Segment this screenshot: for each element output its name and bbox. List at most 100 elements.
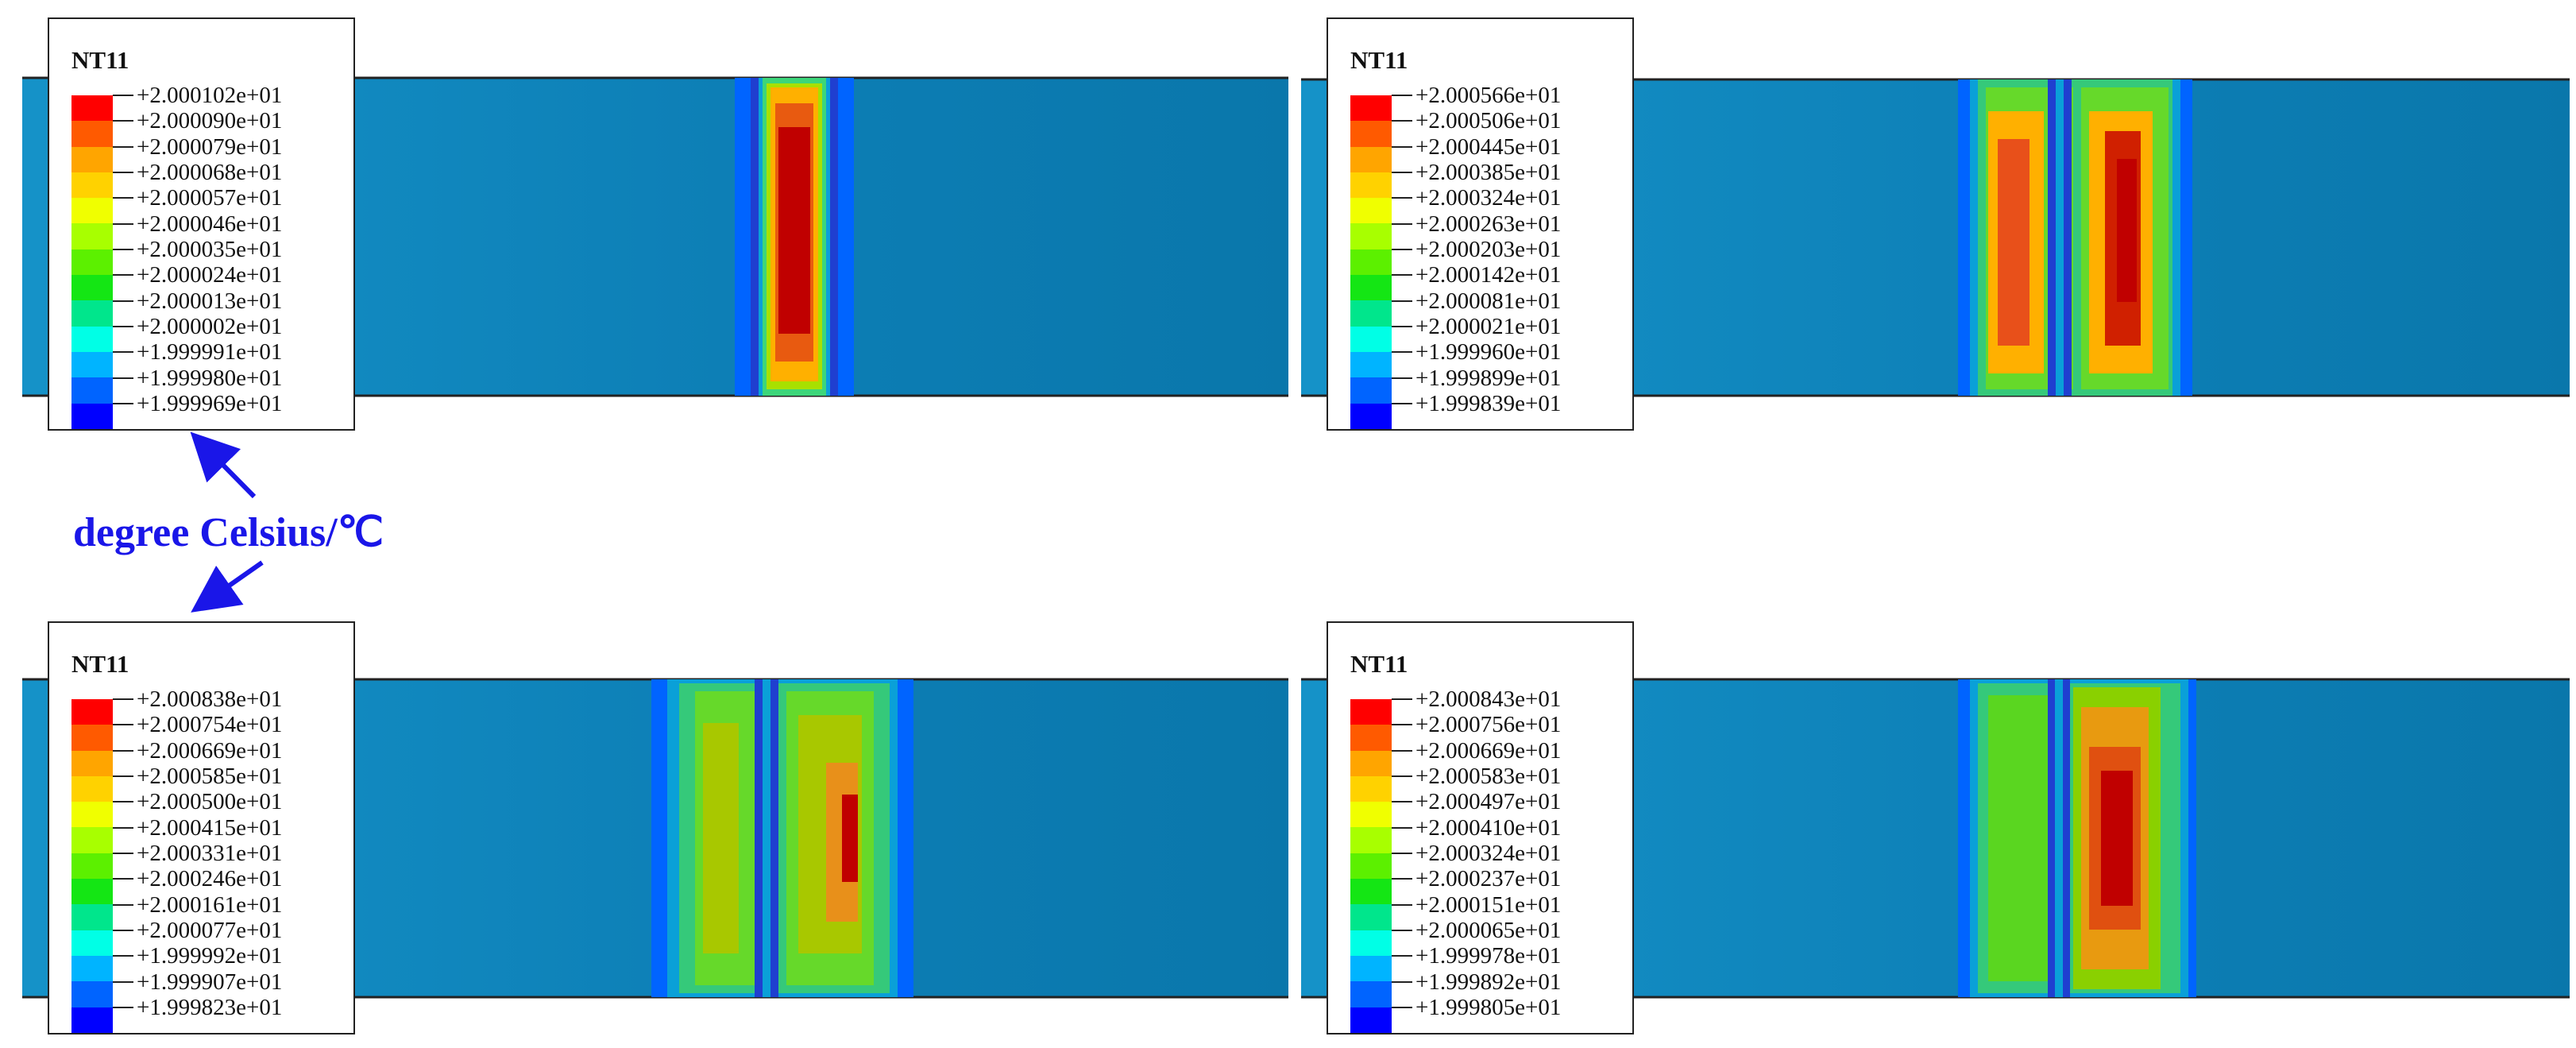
legend-value: +2.000161e+01 [137, 891, 283, 918]
legend-swatch [1350, 377, 1392, 404]
legend-tick [1392, 980, 1412, 983]
legend-value: +1.999823e+01 [137, 995, 283, 1020]
legend-swatch [1350, 750, 1392, 776]
legend-swatch [71, 904, 113, 930]
legend-tick [1392, 172, 1412, 173]
legend-swatch [71, 121, 113, 147]
legend-swatch [71, 802, 113, 828]
legend-title: NT11 [1350, 650, 1408, 678]
legend-swatch [1350, 300, 1392, 327]
legend-value: +2.000583e+01 [1415, 764, 1562, 789]
legend-tick [1392, 724, 1412, 726]
legend-swatch [1350, 827, 1392, 853]
legend-value: +2.000151e+01 [1415, 891, 1562, 918]
legend-value: +2.000566e+01 [1415, 83, 1562, 108]
legend-tick [113, 801, 133, 803]
legend-value: +2.000669e+01 [1415, 737, 1562, 764]
legend-value: +2.000669e+01 [137, 737, 283, 764]
legend-value: +2.000497e+01 [1415, 789, 1562, 815]
legend-swatch [1350, 853, 1392, 880]
legend-swatch [1350, 403, 1392, 429]
legend-swatch [71, 172, 113, 199]
legend-value: +2.000068e+01 [137, 160, 283, 185]
legend-tick [113, 903, 133, 906]
legend-swatch [1350, 275, 1392, 301]
legend-colorbar [1350, 95, 1392, 429]
legend-value: +2.000246e+01 [137, 866, 283, 892]
legend-swatch [1350, 699, 1392, 725]
legend-tick [1392, 775, 1412, 777]
legend-value: +2.000410e+01 [1415, 814, 1562, 841]
legend-tick [113, 197, 133, 199]
legend-value: +1.999892e+01 [1415, 969, 1562, 995]
legend-swatch [71, 95, 113, 122]
legend-tick [113, 120, 133, 122]
legend: NT11 +2.000102e+01 +2.000090e+01 +2.000079… [48, 17, 355, 431]
legend-value: +1.999899e+01 [1415, 365, 1562, 391]
legend-value: +1.999991e+01 [137, 339, 283, 365]
legend-tick [1392, 377, 1412, 379]
legend-swatch [1350, 802, 1392, 828]
legend-tick [1392, 403, 1412, 404]
legend-swatch [1350, 775, 1392, 802]
legend-tick [113, 853, 133, 854]
legend-value: +2.000203e+01 [1415, 237, 1562, 262]
legend-value: +2.000142e+01 [1415, 262, 1562, 288]
legend-tick [1392, 326, 1412, 327]
legend-value: +2.000021e+01 [1415, 314, 1562, 339]
legend-swatch [1350, 172, 1392, 199]
legend-swatch [71, 275, 113, 301]
legend-value: +2.000081e+01 [1415, 288, 1562, 314]
legend: NT11 +2.000566e+01 +2.000506e+01 +2.000445… [1327, 17, 1634, 431]
legend-tick [1392, 1007, 1412, 1008]
legend-swatch [1350, 95, 1392, 122]
legend-tick [1392, 197, 1412, 199]
legend-value: +2.000263e+01 [1415, 211, 1562, 237]
legend-ticks [113, 95, 133, 404]
legend-tick [1392, 955, 1412, 957]
legend-swatch [1350, 249, 1392, 276]
legend-swatch [71, 981, 113, 1007]
legend-tick [1392, 249, 1412, 250]
legend-value: +2.000057e+01 [137, 185, 283, 211]
legend-value: +2.000385e+01 [1415, 160, 1562, 185]
legend-tick [1392, 853, 1412, 854]
contour-strip [22, 76, 1288, 397]
legend-tick [1392, 930, 1412, 931]
legend-swatch [1350, 1007, 1392, 1033]
legend-value: +2.000002e+01 [137, 314, 283, 339]
legend-value: +2.000838e+01 [137, 686, 283, 712]
legend-swatch [1350, 930, 1392, 956]
legend-value: +1.999907e+01 [137, 969, 283, 995]
legend-tick [113, 172, 133, 173]
legend-swatch [1350, 725, 1392, 751]
legend-swatch [71, 403, 113, 429]
legend-value: +2.000079e+01 [137, 133, 283, 160]
legend-swatch [71, 879, 113, 905]
legend-tick [113, 980, 133, 983]
legend-ticks [1392, 95, 1412, 404]
legend-value: +2.000415e+01 [137, 814, 283, 841]
legend-tick [113, 300, 133, 302]
legend-tick [1392, 120, 1412, 122]
legend-swatch [71, 198, 113, 224]
legend-value: +2.000090e+01 [137, 108, 283, 134]
unit-label: degree Celsius/℃ [73, 510, 384, 555]
legend-swatch [71, 827, 113, 853]
legend-colorbar [1350, 699, 1392, 1033]
legend-value: +1.999978e+01 [1415, 943, 1562, 969]
legend-tick [113, 326, 133, 327]
legend-tick [113, 775, 133, 777]
legend-ticks [1392, 698, 1412, 1008]
legend-tick [113, 878, 133, 880]
legend-tick [113, 377, 133, 379]
legend-value: +2.000843e+01 [1415, 686, 1562, 712]
legend-swatch [1350, 351, 1392, 378]
legend-swatch [71, 955, 113, 982]
legend-ticks [113, 698, 133, 1008]
legend-swatch [71, 146, 113, 172]
legend-tick [1392, 826, 1412, 829]
legend-value: +2.000024e+01 [137, 262, 283, 288]
legend-swatch [71, 725, 113, 751]
legend-value: +2.000331e+01 [137, 841, 283, 866]
